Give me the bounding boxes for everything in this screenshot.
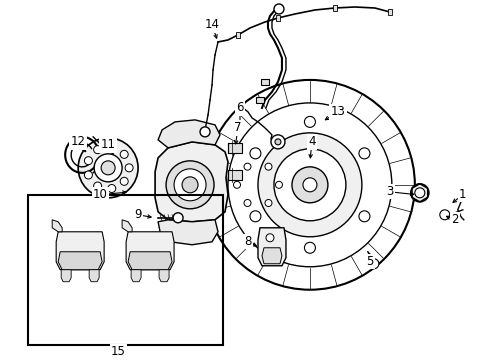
Circle shape [93,182,102,190]
Polygon shape [61,270,71,282]
Polygon shape [262,248,282,264]
Text: 1: 1 [458,188,466,201]
Circle shape [244,199,250,207]
Circle shape [304,116,315,127]
Text: 5: 5 [366,255,373,268]
Circle shape [358,211,369,222]
Circle shape [173,213,183,223]
Circle shape [410,184,428,202]
Circle shape [200,127,210,137]
Circle shape [93,146,102,154]
Polygon shape [56,232,104,270]
Text: 3: 3 [386,185,393,198]
Circle shape [101,161,115,175]
Circle shape [251,179,264,191]
Text: 11: 11 [101,138,115,151]
Circle shape [107,143,116,151]
Polygon shape [158,220,218,245]
Bar [387,9,391,15]
Text: 4: 4 [307,135,315,148]
Circle shape [107,185,116,193]
Circle shape [273,4,284,14]
Text: 9: 9 [134,208,142,221]
Bar [261,79,268,85]
Text: 2: 2 [450,213,458,226]
Bar [28,195,223,345]
Circle shape [244,163,250,170]
Polygon shape [128,252,172,270]
Circle shape [233,181,240,188]
Circle shape [414,188,424,198]
Polygon shape [58,252,102,270]
Text: 6: 6 [236,102,243,114]
Circle shape [358,148,369,159]
Circle shape [120,177,128,185]
Polygon shape [258,228,285,266]
Polygon shape [155,142,227,222]
Circle shape [227,155,287,215]
Circle shape [258,133,361,237]
Circle shape [227,103,391,267]
Circle shape [166,161,214,209]
Polygon shape [126,232,174,270]
Polygon shape [158,120,220,148]
Circle shape [182,177,198,193]
Text: 8: 8 [244,235,251,248]
Polygon shape [159,270,169,282]
Polygon shape [122,220,132,232]
Text: 13: 13 [330,105,345,118]
Circle shape [249,211,261,222]
Circle shape [212,139,304,231]
Circle shape [368,259,378,269]
Circle shape [275,181,282,188]
Bar [227,143,242,153]
Circle shape [249,148,261,159]
Circle shape [78,138,138,198]
Circle shape [265,234,273,242]
Text: 15: 15 [110,345,125,358]
Circle shape [304,242,315,253]
Circle shape [270,135,285,149]
Circle shape [125,164,133,172]
Text: 10: 10 [93,188,107,201]
Circle shape [291,167,327,203]
Polygon shape [89,270,99,282]
Circle shape [174,169,205,201]
Bar [227,170,242,180]
Circle shape [439,210,449,220]
Circle shape [84,171,92,179]
Circle shape [274,139,281,145]
Circle shape [84,157,92,165]
Circle shape [204,80,414,290]
Circle shape [94,154,122,182]
Bar [275,15,280,21]
Circle shape [244,171,271,199]
Bar [255,97,264,103]
Circle shape [264,163,271,170]
Text: 7: 7 [234,121,241,134]
Circle shape [273,149,345,221]
Polygon shape [131,270,141,282]
Circle shape [120,150,128,158]
Text: 14: 14 [204,18,219,31]
Bar [236,32,240,38]
Polygon shape [52,220,62,232]
Bar [332,5,336,11]
Text: 12: 12 [70,135,85,148]
Circle shape [264,199,271,207]
Circle shape [303,178,316,192]
